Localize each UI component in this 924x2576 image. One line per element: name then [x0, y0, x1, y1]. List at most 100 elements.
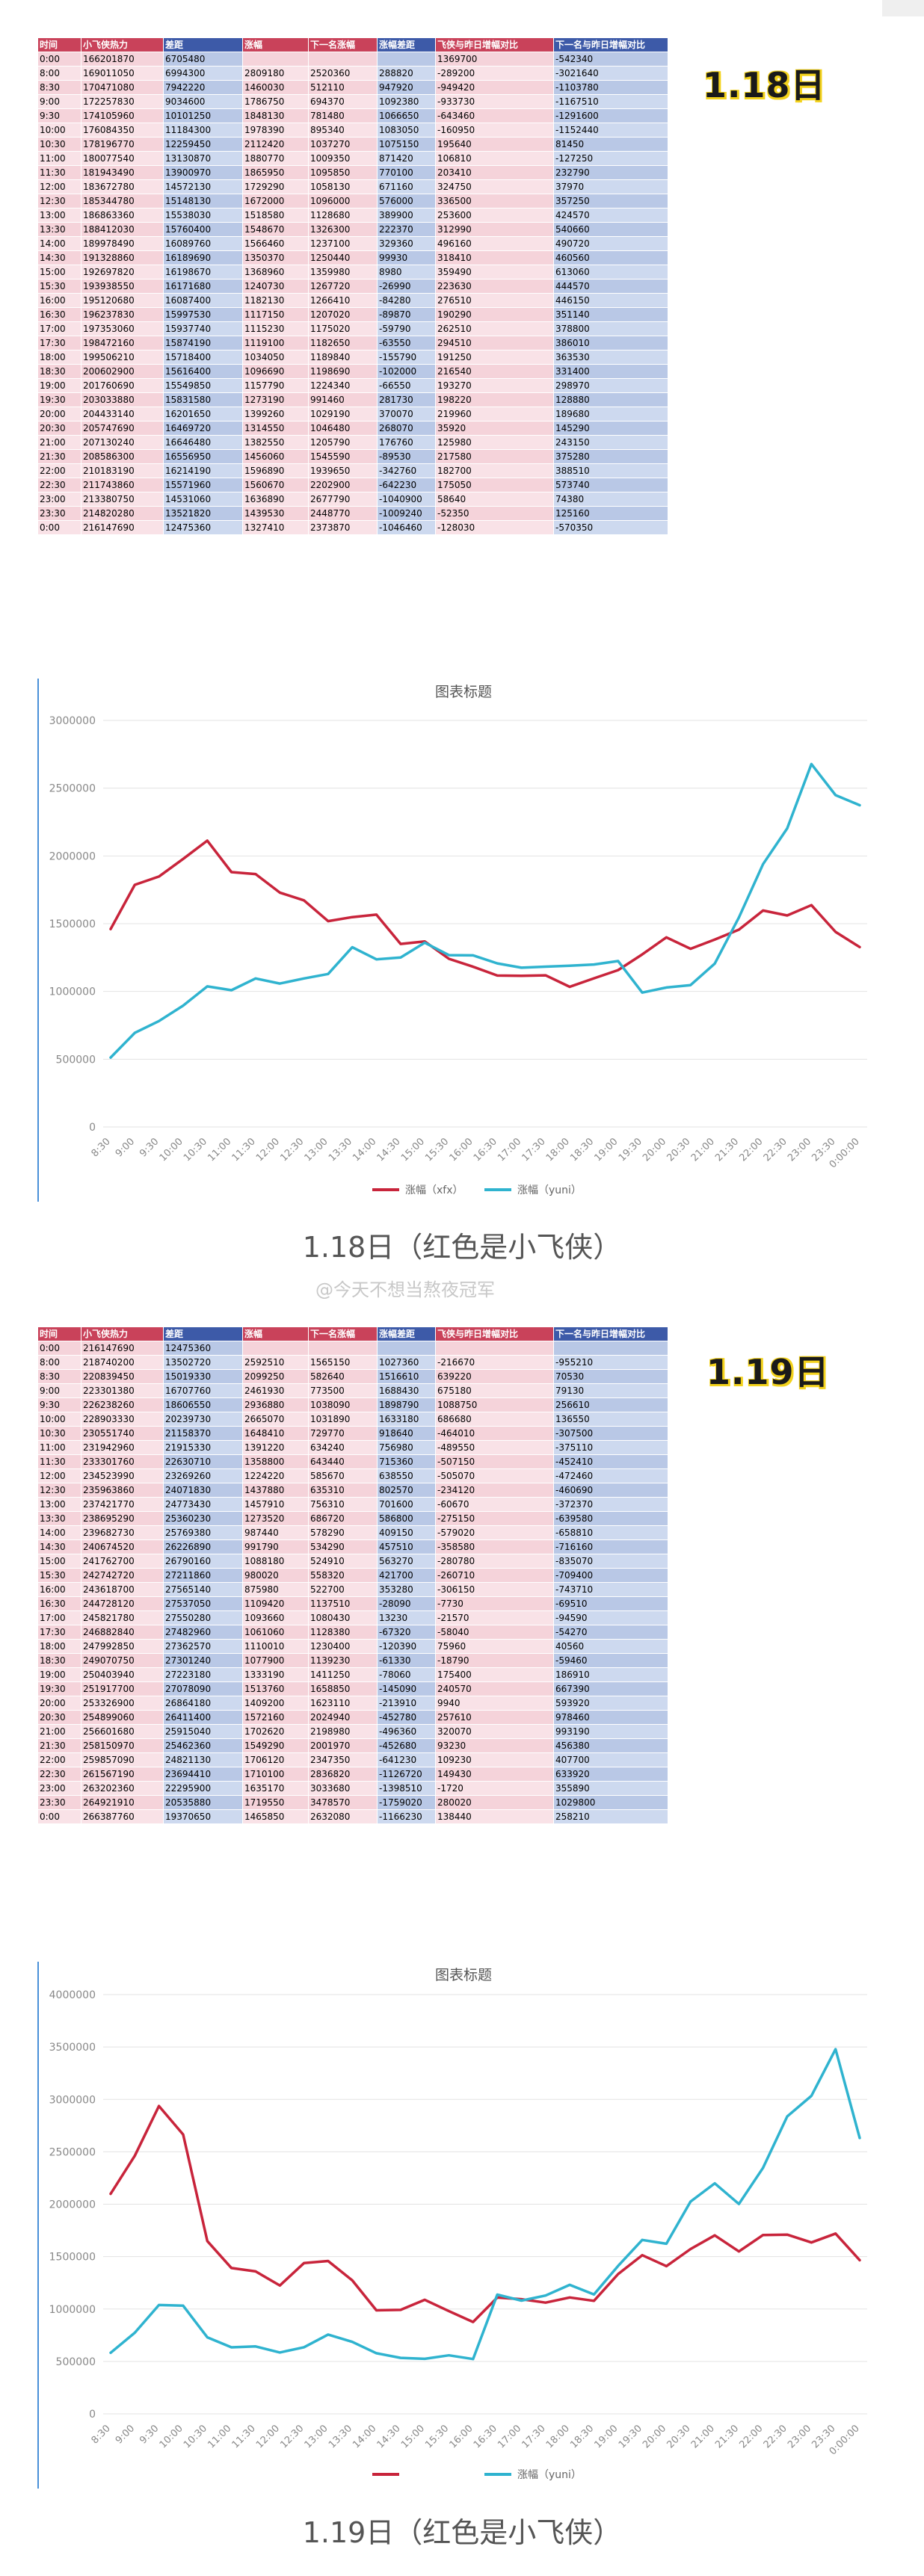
- table-cell: 10101250: [163, 108, 243, 123]
- table-cell: 17:00: [37, 321, 81, 336]
- table-cell: 189680: [553, 407, 668, 421]
- table-cell: 10:00: [37, 1412, 81, 1427]
- table-cell: 1088180: [242, 1554, 309, 1569]
- table-cell: -542340: [553, 52, 668, 67]
- column-header: 涨幅差距: [377, 37, 436, 52]
- table-cell: 294510: [435, 336, 554, 350]
- table-cell: 2112420: [242, 137, 309, 152]
- table-cell: 1034050: [242, 350, 309, 365]
- table-cell: 0:00: [37, 520, 81, 535]
- table-cell: 190290: [435, 307, 554, 322]
- table-cell: 40560: [553, 1639, 668, 1654]
- table-cell: 253326900: [81, 1696, 164, 1711]
- table-cell: -1720: [435, 1781, 554, 1796]
- table-cell: 1409200: [242, 1696, 309, 1711]
- table-cell: -67320: [377, 1625, 436, 1640]
- table-cell: 1077900: [242, 1653, 309, 1668]
- table-cell: 6994300: [163, 66, 243, 81]
- table-cell: 540660: [553, 222, 668, 237]
- y-tick-label: 1500000: [49, 918, 96, 930]
- table-row: 0:00 266387760 19370650 1465850 2632080 -1166…: [37, 1809, 668, 1824]
- table-cell: 27482960: [163, 1625, 243, 1640]
- table-cell: 2665070: [242, 1412, 309, 1427]
- table-cell: 895340: [308, 123, 378, 138]
- table-cell: 180077540: [81, 151, 164, 166]
- table-cell: 1119100: [242, 336, 309, 350]
- table-cell: -7730: [435, 1596, 554, 1611]
- table-cell: -289200: [435, 66, 554, 81]
- table-cell: -709400: [553, 1568, 668, 1583]
- table-cell: -120390: [377, 1639, 436, 1654]
- table-cell: 219960: [435, 407, 554, 421]
- table-cell: 1240730: [242, 279, 309, 294]
- table-cell: 1465850: [242, 1809, 309, 1824]
- table-cell: -306150: [435, 1582, 554, 1597]
- table-cell: -3021640: [553, 66, 668, 81]
- table-cell: 245821780: [81, 1610, 164, 1625]
- table-cell: 70530: [553, 1369, 668, 1384]
- table-cell: 613060: [553, 265, 668, 279]
- table-cell: 1411250: [308, 1667, 378, 1682]
- table-cell: 22:30: [37, 1767, 81, 1782]
- table-cell: 268070: [377, 421, 436, 436]
- table-cell: 336500: [435, 194, 554, 209]
- table-cell: -579020: [435, 1525, 554, 1540]
- table-cell: 16707760: [163, 1383, 243, 1398]
- table-cell: 93230: [435, 1738, 554, 1753]
- table-cell: 756980: [377, 1440, 436, 1455]
- table-cell: -460690: [553, 1483, 668, 1498]
- table-cell: 18:00: [37, 350, 81, 365]
- table-cell: 253600: [435, 208, 554, 223]
- table-cell: -234120: [435, 1483, 554, 1498]
- table-cell: 16198670: [163, 265, 243, 279]
- table-row: 14:00 239682730 25769380 987440 578290 409150…: [37, 1525, 668, 1540]
- table-cell: -1152440: [553, 123, 668, 138]
- table-cell: -275150: [435, 1511, 554, 1526]
- table-cell: 13521820: [163, 506, 243, 521]
- table-cell: 407700: [553, 1752, 668, 1767]
- table-cell: -21570: [435, 1610, 554, 1625]
- table-cell: 991460: [308, 392, 378, 407]
- table-cell: 1075150: [377, 137, 436, 152]
- table-cell: 174105960: [81, 108, 164, 123]
- table-cell: 237421770: [81, 1497, 164, 1512]
- figure-caption: 1.18日（红色是小飞侠）: [302, 1231, 622, 1264]
- y-tick-label: 2500000: [49, 2146, 96, 2158]
- table-cell: 2592510: [242, 1355, 309, 1370]
- date-badge: 1.18日: [703, 65, 826, 105]
- table-cell: [553, 1341, 668, 1356]
- y-tick-label: 4000000: [49, 1989, 96, 2001]
- table-cell: 639220: [435, 1369, 554, 1384]
- table-cell: 1636890: [242, 492, 309, 507]
- table-cell: 1978390: [242, 123, 309, 138]
- table-cell: 9034600: [163, 94, 243, 109]
- table-cell: 243150: [553, 435, 668, 450]
- table-cell: -260710: [435, 1568, 554, 1583]
- table-cell: 1545590: [308, 449, 378, 464]
- table-cell: 1009350: [308, 151, 378, 166]
- table-cell: 20:30: [37, 421, 81, 436]
- table-cell: 16:00: [37, 1582, 81, 1597]
- table-cell: -307500: [553, 1426, 668, 1441]
- table-row: 21:30 208586300 16556950 1456060 1545590 -895…: [37, 449, 668, 464]
- table-cell: 1110010: [242, 1639, 309, 1654]
- table-cell: 196237830: [81, 307, 164, 322]
- table-row: 9:30 226238260 18606550 2936880 1038090 18987…: [37, 1397, 668, 1412]
- table-cell: -26990: [377, 279, 436, 294]
- table-row: 14:00 189978490 16089760 1566460 1237100 3293…: [37, 236, 668, 251]
- table-cell: 1848130: [242, 108, 309, 123]
- table-cell: 15148130: [163, 194, 243, 209]
- table-cell: 686720: [308, 1511, 378, 1526]
- legend-label: 涨幅（xfx）: [405, 1184, 463, 1196]
- table-cell: -743710: [553, 1582, 668, 1597]
- table-cell: 15616400: [163, 364, 243, 379]
- column-header: 差距: [163, 1326, 243, 1341]
- table-cell: 947920: [377, 80, 436, 95]
- table-cell: 1027360: [377, 1355, 436, 1370]
- table-cell: 991790: [242, 1539, 309, 1554]
- y-tick-label: 1000000: [49, 986, 96, 998]
- table-cell: 1066650: [377, 108, 436, 123]
- table-cell: 13:00: [37, 1497, 81, 1512]
- table-cell: -102000: [377, 364, 436, 379]
- table-cell: 240674520: [81, 1539, 164, 1554]
